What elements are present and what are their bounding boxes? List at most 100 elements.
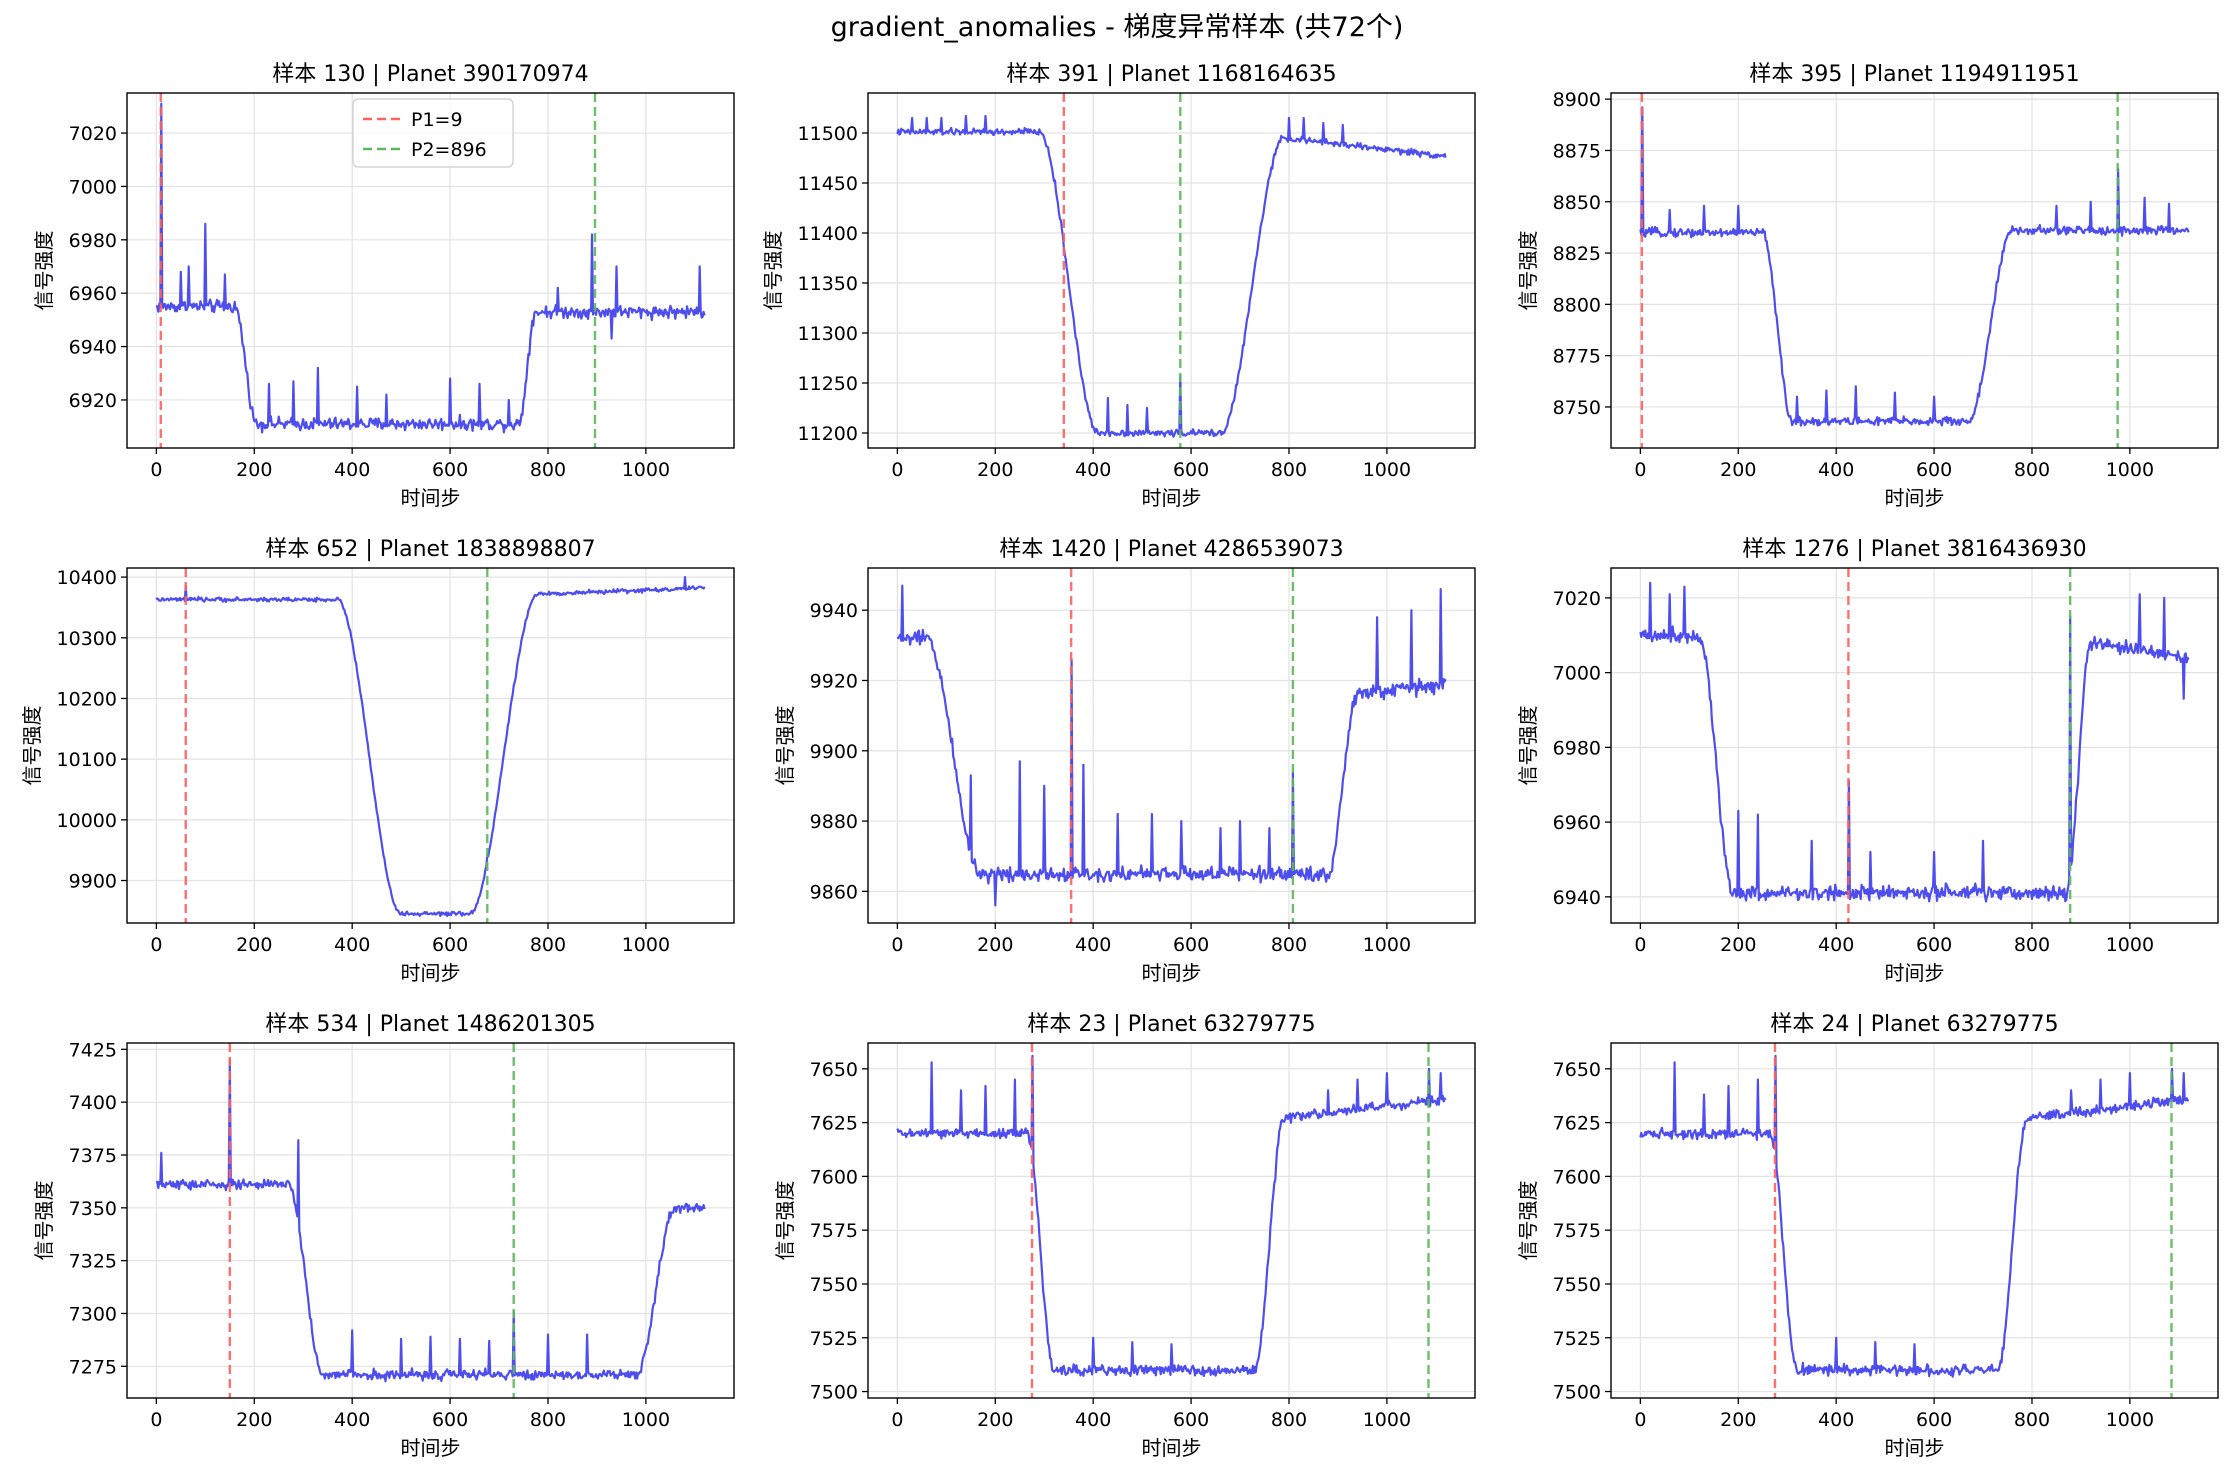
chart-panel-2: 样本 391 | Planet 1168164635 0 200 400 600 800 1… xyxy=(761,62,1476,510)
axes-frame xyxy=(867,92,1476,449)
x-tick-label: 600 xyxy=(1916,1409,1952,1431)
y-tick-label: 10100 xyxy=(57,749,117,771)
x-tick-label: 600 xyxy=(432,459,468,481)
x-tick-label: 600 xyxy=(432,934,468,956)
chart-title: 样本 24 | Planet 63279775 xyxy=(1770,1012,2058,1037)
x-tick-label: 800 xyxy=(530,934,566,956)
y-tick-label: 7375 xyxy=(69,1145,117,1167)
y-axis-label: 信号强度 xyxy=(20,706,44,786)
y-tick-label: 7625 xyxy=(810,1113,858,1135)
y-axis-label: 信号强度 xyxy=(1516,231,1540,311)
y-tick-label: 11250 xyxy=(798,373,858,395)
x-tick-label: 1000 xyxy=(622,1409,670,1431)
axes-frame xyxy=(126,1042,735,1399)
chart-panel-4: 样本 652 | Planet 1838898807 0 200 400 600 800 1… xyxy=(20,537,735,985)
y-tick-label: 8900 xyxy=(1553,89,1601,111)
y-tick-label: 6980 xyxy=(69,230,117,252)
x-tick-label: 800 xyxy=(2014,459,2050,481)
x-tick-label: 0 xyxy=(891,934,903,956)
y-tick-label: 7650 xyxy=(810,1059,858,1081)
x-tick-label: 200 xyxy=(236,1409,272,1431)
x-tick-label: 600 xyxy=(1916,459,1952,481)
x-tick-label: 200 xyxy=(977,459,1013,481)
axes-frame xyxy=(1610,1042,2219,1399)
y-tick-label: 9940 xyxy=(810,600,858,622)
chart-title: 样本 130 | Planet 390170974 xyxy=(272,62,588,87)
chart-title: 样本 391 | Planet 1168164635 xyxy=(1006,62,1336,87)
y-tick-label: 9900 xyxy=(810,741,858,763)
chart-panel-9: 样本 24 | Planet 63279775 0 200 400 600 800 1000… xyxy=(1516,1012,2219,1460)
y-tick-label: 11200 xyxy=(798,423,858,445)
x-tick-label: 400 xyxy=(1818,1409,1854,1431)
x-tick-label: 1000 xyxy=(1363,934,1411,956)
y-tick-label: 6980 xyxy=(1553,737,1601,759)
x-tick-label: 400 xyxy=(1075,1409,1111,1431)
x-tick-label: 200 xyxy=(236,459,272,481)
y-tick-label: 7000 xyxy=(69,176,117,198)
x-tick-label: 800 xyxy=(530,459,566,481)
y-tick-label: 10400 xyxy=(57,567,117,589)
y-tick-label: 10200 xyxy=(57,688,117,710)
chart-title: 样本 1420 | Planet 4286539073 xyxy=(999,537,1343,562)
y-tick-label: 7000 xyxy=(1553,663,1601,685)
y-tick-label: 7525 xyxy=(810,1328,858,1350)
signal-line xyxy=(155,575,706,918)
legend: P1=9 P2=896 xyxy=(352,98,514,168)
x-tick-label: 400 xyxy=(1075,459,1111,481)
y-tick-label: 11300 xyxy=(798,323,858,345)
x-axis-label: 时间步 xyxy=(401,1436,461,1460)
x-tick-label: 800 xyxy=(2014,1409,2050,1431)
y-axis-label: 信号强度 xyxy=(32,231,56,311)
x-tick-label: 1000 xyxy=(2106,1409,2154,1431)
y-tick-label: 6960 xyxy=(69,283,117,305)
figure-title: gradient_anomalies - 梯度异常样本 (共72个) xyxy=(831,12,1404,43)
x-tick-label: 200 xyxy=(977,934,1013,956)
y-tick-label: 11400 xyxy=(798,223,858,245)
y-tick-label: 7600 xyxy=(810,1166,858,1188)
x-tick-label: 1000 xyxy=(2106,459,2154,481)
y-tick-label: 8800 xyxy=(1553,294,1601,316)
legend-p2-label: P2=896 xyxy=(411,139,487,161)
x-tick-label: 0 xyxy=(150,1409,162,1431)
x-tick-label: 400 xyxy=(1818,934,1854,956)
signal-line xyxy=(896,1054,1447,1378)
signal-line xyxy=(896,584,1447,907)
x-tick-label: 400 xyxy=(334,1409,370,1431)
y-tick-label: 7550 xyxy=(1553,1274,1601,1296)
y-axis-label: 信号强度 xyxy=(761,231,785,311)
y-tick-label: 7425 xyxy=(69,1039,117,1061)
chart-title: 样本 534 | Planet 1486201305 xyxy=(265,1012,595,1037)
y-tick-label: 8850 xyxy=(1553,192,1601,214)
y-tick-label: 6940 xyxy=(69,337,117,359)
y-tick-label: 9880 xyxy=(810,811,858,833)
axes-frame xyxy=(1610,567,2219,924)
x-tick-label: 600 xyxy=(1173,459,1209,481)
y-tick-label: 8875 xyxy=(1553,140,1601,162)
y-axis-label: 信号强度 xyxy=(32,1181,56,1261)
chart-title: 样本 23 | Planet 63279775 xyxy=(1027,1012,1315,1037)
x-tick-label: 0 xyxy=(1634,934,1646,956)
x-axis-label: 时间步 xyxy=(1885,486,1945,510)
chart-title: 样本 652 | Planet 1838898807 xyxy=(265,537,595,562)
y-tick-label: 7020 xyxy=(1553,588,1601,610)
y-tick-label: 8775 xyxy=(1553,346,1601,368)
x-tick-label: 0 xyxy=(891,1409,903,1431)
x-tick-label: 0 xyxy=(150,934,162,956)
x-tick-label: 400 xyxy=(334,934,370,956)
axes-frame xyxy=(1610,92,2219,449)
chart-panel-1: 样本 130 | Planet 390170974 0 200 400 600 800 10… xyxy=(32,62,735,510)
y-tick-label: 11500 xyxy=(798,123,858,145)
x-tick-label: 800 xyxy=(2014,934,2050,956)
y-tick-label: 7350 xyxy=(69,1198,117,1220)
x-tick-label: 200 xyxy=(236,934,272,956)
axes-frame xyxy=(867,1042,1476,1399)
y-tick-label: 6960 xyxy=(1553,812,1601,834)
y-tick-label: 7575 xyxy=(810,1220,858,1242)
y-tick-label: 7650 xyxy=(1553,1059,1601,1081)
signal-line xyxy=(896,114,1447,438)
x-axis-label: 时间步 xyxy=(1142,1436,1202,1460)
panels: 样本 130 | Planet 390170974 0 200 400 600 800 10… xyxy=(20,62,2219,1460)
x-axis-label: 时间步 xyxy=(1142,961,1202,985)
